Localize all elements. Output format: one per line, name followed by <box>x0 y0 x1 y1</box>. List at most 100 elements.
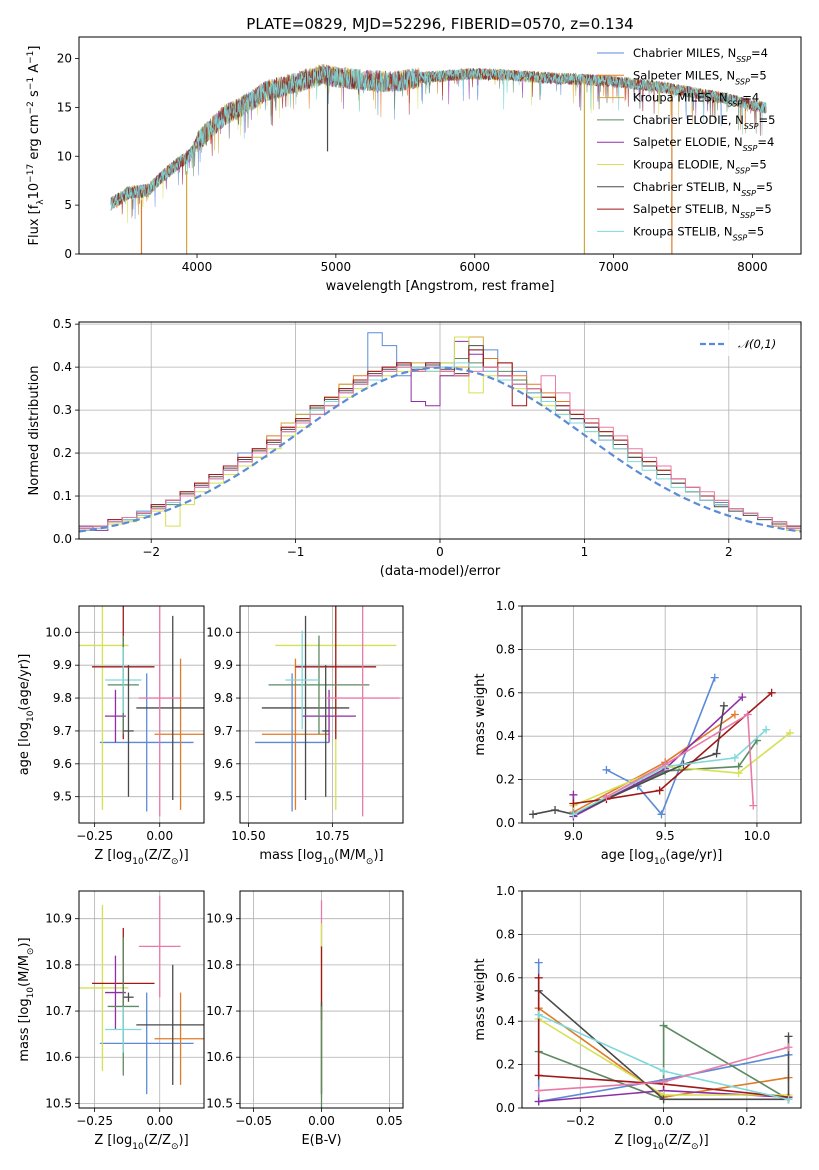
x-tick-label: 0.05 <box>376 1114 403 1128</box>
legend-label: Kroupa ELODIE, NSSP=5 <box>633 158 767 176</box>
weight-marker <box>569 790 578 799</box>
label-part: wavelength [Angstrom, rest frame] <box>326 279 555 294</box>
x-tick-label: −2 <box>142 545 160 559</box>
label-part: E(B-V) <box>301 1133 341 1148</box>
y-tick-label: 0.0 <box>53 532 72 546</box>
y-tick-label: 0.3 <box>53 403 72 417</box>
axes-frame <box>78 36 802 255</box>
figure-title: PLATE=0829, MJD=52296, FIBERID=0570, z=0… <box>246 15 633 33</box>
y-tick-label: 10.7 <box>206 1004 233 1018</box>
y-tick-label: 10.0 <box>45 625 72 639</box>
legend: 𝒩(0,1) <box>690 330 794 356</box>
legend-sub: SSP <box>736 55 751 64</box>
label-part: 10 <box>652 1142 664 1152</box>
y-tick-label: 0.0 <box>496 816 515 830</box>
x-tick-label: 0 <box>436 545 444 559</box>
chart-weight-vs-age: 9.0 9.5 10.0 0.0 0.2 0.4 0.6 0.8 1.0 age [log10(a… <box>473 599 802 867</box>
weight-line <box>573 732 791 807</box>
label-part: (M/M <box>17 955 32 987</box>
legend-label: Kroupa STELIB, NSSP=5 <box>633 224 764 242</box>
histogram-step <box>79 366 801 539</box>
weight-line <box>606 677 716 816</box>
label-part: )] <box>179 1133 189 1148</box>
plot-area <box>529 673 794 821</box>
x-tick-label: 0.0 <box>654 1114 673 1128</box>
label-part: λ <box>36 199 46 205</box>
label-part: Z [log <box>94 1133 132 1148</box>
label-part: 10 <box>26 987 36 999</box>
y-tick-label: 9.7 <box>53 724 72 738</box>
chart-spectrum: 4000 5000 6000 7000 8000 0 5 10 15 20 wavelength [… <box>26 36 802 294</box>
axes-frame <box>521 605 802 824</box>
y-tick-label: 10.5 <box>206 1096 233 1110</box>
y-tick-label: 0.2 <box>496 1058 515 1072</box>
y-tick-label: 15 <box>57 100 72 114</box>
legend-sub: SSP <box>733 233 748 242</box>
weight-line <box>573 692 773 805</box>
label-part: )] <box>17 937 32 947</box>
x-tick-label: 4000 <box>182 260 213 274</box>
y-axis-label: mass weight <box>473 958 488 1040</box>
axes-frame <box>78 321 802 540</box>
label-part: 10 <box>132 1142 144 1152</box>
label-part: −1 <box>26 77 36 90</box>
legend-sub: SSP <box>735 166 750 175</box>
label-part: (data-model)/error <box>380 564 501 579</box>
x-axis-label: Z [log10(Z/Z⊙)] <box>94 1133 188 1152</box>
label-part: ⊙ <box>171 1142 179 1152</box>
weight-marker <box>738 693 747 702</box>
x-axis-label: Z [log10(Z/Z⊙)] <box>94 848 188 867</box>
y-tick-label: 0.4 <box>53 360 72 374</box>
label-part: ⊙ <box>366 857 374 867</box>
y-tick-label: 9.9 <box>53 658 72 672</box>
x-tick-label: −0.05 <box>235 1114 272 1128</box>
weight-line <box>537 977 789 1098</box>
weight-marker <box>734 769 743 778</box>
y-tick-label: 10.6 <box>206 1050 233 1064</box>
label-part: (Z/Z <box>144 1133 171 1148</box>
label-part: (age/yr)] <box>17 654 32 711</box>
legend-label: Salpeter MILES, NSSP=5 <box>633 68 767 86</box>
legend-tail: =5 <box>747 224 764 238</box>
y-tick-label: 0.8 <box>496 927 515 941</box>
weight-marker <box>534 973 543 982</box>
label-part: erg cm <box>27 114 42 163</box>
chart-age-vs-mass: 10.50 10.75 9.5 9.6 9.7 9.8 9.9 10.0 mass [log10… <box>206 605 404 867</box>
x-tick-label: 9.0 <box>564 829 583 843</box>
legend-text: Salpeter MILES, N <box>633 68 735 82</box>
label-part: 10 <box>27 183 42 200</box>
y-tick-label: 0 <box>64 247 72 261</box>
weight-line <box>532 705 725 816</box>
legend-tail: =5 <box>759 113 776 127</box>
x-tick-label: 8000 <box>737 260 768 274</box>
legend-tail: =5 <box>750 158 767 172</box>
chart-age-vs-z: −0.25 0.009.59.69.79.89.910.0Z [log10(Z/Z… <box>17 605 205 867</box>
y-tick-label: 9.8 <box>214 691 233 705</box>
x-tick-label: 7000 <box>598 260 629 274</box>
x-tick-label: 10.0 <box>744 829 771 843</box>
weight-marker <box>749 801 758 810</box>
label-part: (Z/Z <box>664 1133 691 1148</box>
weight-marker <box>784 1043 793 1052</box>
label-part: s <box>27 90 42 101</box>
legend-label: Chabrier STELIB, NSSP=5 <box>633 180 773 198</box>
y-tick-label: 10.7 <box>45 1004 72 1018</box>
y-tick-label: 0.2 <box>53 446 72 460</box>
weight-marker <box>534 1010 543 1019</box>
legend-sub: SSP <box>744 121 759 130</box>
label-part: Z [log <box>94 848 132 863</box>
label-part: A <box>27 64 42 77</box>
x-tick-label: 9.5 <box>656 829 675 843</box>
label-part: age [log <box>601 848 654 863</box>
label-part: Flux [f <box>27 204 42 245</box>
plot-area <box>79 606 204 817</box>
legend-sub: SSP <box>743 144 758 153</box>
legend-tail: =4 <box>751 46 768 60</box>
weight-marker <box>659 1095 668 1104</box>
legend-text: Chabrier ELODIE, N <box>633 113 744 127</box>
x-tick-label: −0.25 <box>76 829 113 843</box>
label-part: ⊙ <box>26 948 36 956</box>
legend-text: Salpeter STELIB, N <box>633 202 740 216</box>
